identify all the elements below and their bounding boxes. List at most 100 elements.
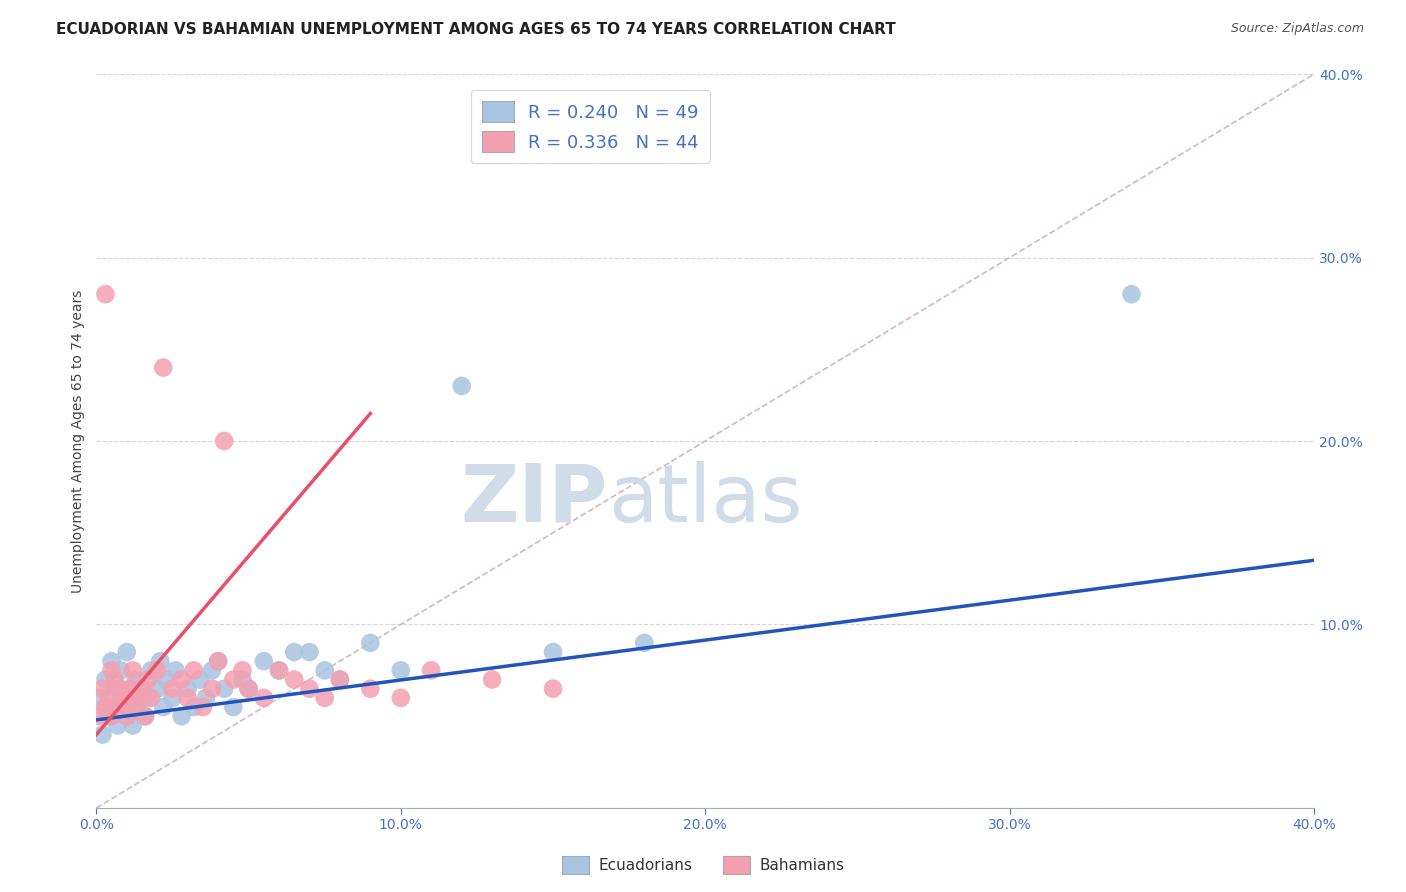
Point bbox=[222, 673, 245, 687]
Point bbox=[110, 681, 132, 696]
Point bbox=[194, 690, 217, 705]
Point bbox=[541, 645, 564, 659]
Point bbox=[134, 709, 156, 723]
Point bbox=[314, 690, 336, 705]
Point bbox=[222, 700, 245, 714]
Point bbox=[128, 700, 150, 714]
Point bbox=[1121, 287, 1143, 301]
Point bbox=[389, 664, 412, 678]
Point bbox=[118, 681, 141, 696]
Point bbox=[176, 690, 198, 705]
Point bbox=[359, 636, 381, 650]
Point bbox=[91, 728, 114, 742]
Point bbox=[191, 700, 214, 714]
Point bbox=[146, 681, 169, 696]
Point bbox=[201, 664, 224, 678]
Point bbox=[420, 664, 443, 678]
Point bbox=[152, 360, 174, 375]
Point bbox=[170, 709, 193, 723]
Point bbox=[97, 690, 120, 705]
Point bbox=[112, 700, 135, 714]
Text: atlas: atlas bbox=[607, 461, 803, 539]
Point bbox=[162, 681, 184, 696]
Point bbox=[162, 690, 184, 705]
Point bbox=[176, 681, 198, 696]
Point bbox=[146, 664, 169, 678]
Point bbox=[94, 287, 117, 301]
Point bbox=[450, 379, 472, 393]
Point bbox=[122, 664, 145, 678]
Point bbox=[188, 673, 211, 687]
Point bbox=[183, 700, 205, 714]
Point bbox=[231, 673, 253, 687]
Point bbox=[141, 664, 163, 678]
Point bbox=[481, 673, 503, 687]
Point bbox=[298, 681, 321, 696]
Point bbox=[136, 690, 159, 705]
Point bbox=[136, 673, 159, 687]
Point bbox=[107, 700, 129, 714]
Point bbox=[89, 690, 111, 705]
Point bbox=[131, 681, 153, 696]
Point bbox=[104, 673, 127, 687]
Point bbox=[267, 664, 290, 678]
Point bbox=[283, 645, 305, 659]
Point bbox=[231, 664, 253, 678]
Point bbox=[94, 673, 117, 687]
Text: ZIP: ZIP bbox=[461, 461, 607, 539]
Point bbox=[633, 636, 655, 650]
Point bbox=[131, 681, 153, 696]
Point bbox=[128, 690, 150, 705]
Point bbox=[94, 700, 117, 714]
Point bbox=[329, 673, 352, 687]
Point bbox=[115, 709, 138, 723]
Point bbox=[298, 645, 321, 659]
Text: Source: ZipAtlas.com: Source: ZipAtlas.com bbox=[1230, 22, 1364, 36]
Point bbox=[112, 690, 135, 705]
Point bbox=[359, 681, 381, 696]
Point bbox=[207, 654, 229, 668]
Point bbox=[541, 681, 564, 696]
Point bbox=[207, 654, 229, 668]
Point bbox=[100, 709, 122, 723]
Point bbox=[97, 709, 120, 723]
Point bbox=[165, 664, 187, 678]
Legend: R = 0.240   N = 49, R = 0.336   N = 44: R = 0.240 N = 49, R = 0.336 N = 44 bbox=[471, 90, 710, 163]
Point bbox=[149, 654, 172, 668]
Point bbox=[314, 664, 336, 678]
Point bbox=[115, 645, 138, 659]
Point bbox=[141, 690, 163, 705]
Point bbox=[253, 690, 276, 705]
Point bbox=[104, 681, 127, 696]
Point bbox=[329, 673, 352, 687]
Legend: Ecuadorians, Bahamians: Ecuadorians, Bahamians bbox=[555, 850, 851, 880]
Point bbox=[115, 709, 138, 723]
Point bbox=[283, 673, 305, 687]
Y-axis label: Unemployment Among Ages 65 to 74 years: Unemployment Among Ages 65 to 74 years bbox=[72, 289, 86, 592]
Point bbox=[238, 681, 260, 696]
Point bbox=[183, 664, 205, 678]
Point bbox=[110, 664, 132, 678]
Point bbox=[212, 434, 235, 448]
Point bbox=[125, 673, 148, 687]
Point bbox=[100, 664, 122, 678]
Point bbox=[267, 664, 290, 678]
Point bbox=[155, 673, 177, 687]
Text: ECUADORIAN VS BAHAMIAN UNEMPLOYMENT AMONG AGES 65 TO 74 YEARS CORRELATION CHART: ECUADORIAN VS BAHAMIAN UNEMPLOYMENT AMON… bbox=[56, 22, 896, 37]
Point bbox=[100, 700, 122, 714]
Point bbox=[118, 690, 141, 705]
Point bbox=[91, 681, 114, 696]
Point bbox=[134, 709, 156, 723]
Point bbox=[212, 681, 235, 696]
Point bbox=[170, 673, 193, 687]
Point bbox=[89, 709, 111, 723]
Point bbox=[201, 681, 224, 696]
Point bbox=[389, 690, 412, 705]
Point bbox=[100, 654, 122, 668]
Point bbox=[122, 718, 145, 732]
Point bbox=[253, 654, 276, 668]
Point bbox=[152, 700, 174, 714]
Point bbox=[107, 718, 129, 732]
Point bbox=[125, 700, 148, 714]
Point bbox=[238, 681, 260, 696]
